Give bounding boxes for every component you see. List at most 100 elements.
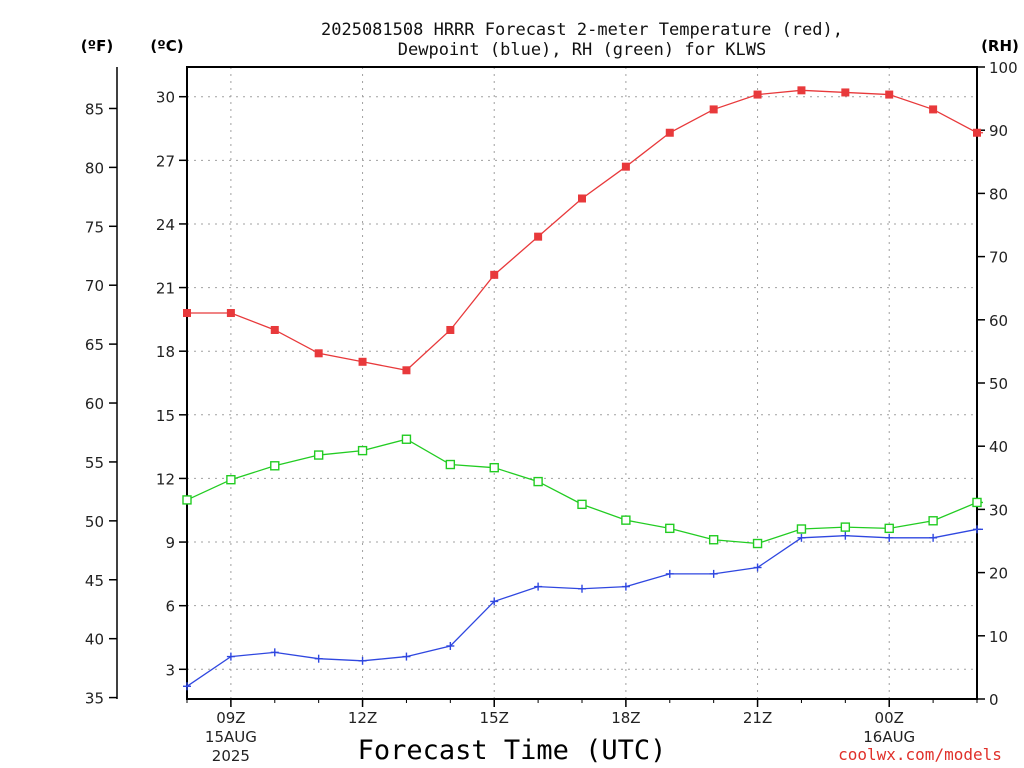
dewpoint-point	[885, 533, 894, 542]
celsius-unit-label: (ºC)	[150, 37, 183, 55]
dewpoint-point	[534, 582, 543, 591]
c-tick-label: 15	[156, 407, 175, 425]
x-date-label: 16AUG	[863, 728, 915, 746]
rh-point	[840, 522, 851, 532]
rh-tick-label: 90	[989, 122, 1008, 140]
temperature-point	[270, 325, 279, 334]
temperature-point	[183, 309, 191, 318]
rh-point	[533, 476, 543, 487]
dewpoint-point	[709, 569, 718, 578]
rh-tick-label: 10	[989, 628, 1008, 646]
fahrenheit-unit-label: (ºF)	[81, 37, 113, 55]
c-tick-label: 24	[156, 216, 175, 234]
rh-point	[489, 462, 499, 473]
f-tick-label: 85	[85, 100, 104, 118]
rh-point	[928, 516, 938, 526]
rh-point	[401, 434, 412, 444]
temperature-point	[929, 105, 938, 114]
rh-tick-label: 100	[989, 59, 1018, 77]
rh-tick-label: 0	[989, 691, 999, 709]
rh-point	[1017, 498, 1024, 506]
temperature-point	[621, 162, 630, 171]
f-tick-label: 75	[85, 218, 104, 236]
x-tick-label: 09Z	[216, 709, 245, 727]
f-tick-label: 55	[85, 454, 104, 472]
rh-point	[708, 535, 719, 545]
rh-tick-label: 40	[989, 438, 1008, 456]
dewpoint-line	[186, 528, 983, 687]
c-tick-label: 12	[156, 470, 175, 488]
dewpoint-point	[753, 563, 762, 572]
rh-point	[357, 445, 368, 456]
grid-lines	[187, 67, 977, 699]
temperature-point	[665, 128, 674, 137]
temperature-point	[885, 90, 894, 99]
dewpoint-point	[358, 656, 367, 665]
temperature-point	[314, 349, 323, 358]
dewpoint-point	[402, 652, 411, 661]
temperature-point	[490, 270, 499, 279]
c-tick-label: 3	[165, 661, 175, 679]
plot-frame	[186, 66, 978, 700]
dewpoint-point	[841, 531, 850, 540]
dewpoint-point	[446, 641, 455, 650]
rh-point	[270, 461, 280, 471]
dewpoint-point	[973, 525, 981, 534]
temperature-line	[187, 89, 983, 371]
f-tick-label: 40	[85, 631, 104, 649]
x-tick-label: 21Z	[743, 709, 772, 727]
rh-tick-label: 30	[989, 501, 1008, 519]
f-tick-label: 50	[85, 513, 104, 531]
c-tick-label: 6	[165, 598, 175, 616]
c-tick-label: 21	[156, 280, 175, 298]
rh-series	[182, 434, 1024, 549]
temperature-point	[402, 366, 411, 375]
x-tick-label: 18Z	[611, 709, 640, 727]
temperature-point	[973, 128, 981, 137]
f-tick-label: 70	[85, 277, 104, 295]
rh-tick-label: 20	[989, 565, 1008, 583]
dewpoint-point	[621, 582, 630, 591]
axis-ticks: 3 6 9 12 15 18 21 24 27 30 35 40 45 50 55 60 65 70 75 80 85 0…	[85, 59, 1018, 765]
rh-point	[796, 524, 807, 534]
rh-tick-label: 80	[989, 185, 1008, 203]
rh-point	[884, 523, 894, 534]
temperature-point	[446, 325, 455, 334]
dewpoint-point	[490, 597, 499, 606]
rh-tick-label: 60	[989, 312, 1008, 330]
chart-title-line1: 2025081508 HRRR Forecast 2-meter Tempera…	[321, 20, 843, 40]
f-tick-label: 80	[85, 159, 104, 177]
credit-text: coolwx.com/models	[838, 745, 1002, 764]
c-tick-label: 27	[156, 152, 175, 170]
temperature-point	[226, 309, 235, 318]
dewpoint-point	[797, 533, 806, 542]
temperature-point	[1017, 129, 1024, 137]
temperature-point	[358, 357, 367, 366]
rh-point	[182, 495, 192, 505]
c-tick-label: 9	[165, 534, 175, 552]
chart-title-line2: Dewpoint (blue), RH (green) for KLWS	[398, 40, 766, 60]
series-group	[182, 86, 1024, 691]
temperature-series	[183, 86, 1024, 375]
x-axis-label: Forecast Time (UTC)	[358, 735, 667, 766]
temperature-point	[797, 86, 806, 95]
x-tick-label: 00Z	[875, 709, 904, 727]
dewpoint-point	[929, 533, 938, 542]
dewpoint-point	[226, 652, 235, 661]
f-tick-label: 60	[85, 395, 104, 413]
rh-line	[186, 438, 983, 545]
rh-point	[621, 515, 631, 525]
temperature-point	[841, 88, 850, 97]
f-tick-label: 35	[85, 690, 104, 708]
dewpoint-point	[578, 584, 586, 593]
x-date-label: 15AUG	[205, 728, 257, 746]
temperature-point	[709, 105, 718, 114]
rh-point	[665, 523, 675, 534]
x-tick-label: 15Z	[480, 709, 509, 727]
rh-tick-label: 70	[989, 249, 1008, 267]
rh-point	[752, 538, 763, 549]
f-tick-label: 65	[85, 336, 104, 354]
dewpoint-series	[183, 525, 983, 691]
rh-point	[972, 497, 982, 508]
